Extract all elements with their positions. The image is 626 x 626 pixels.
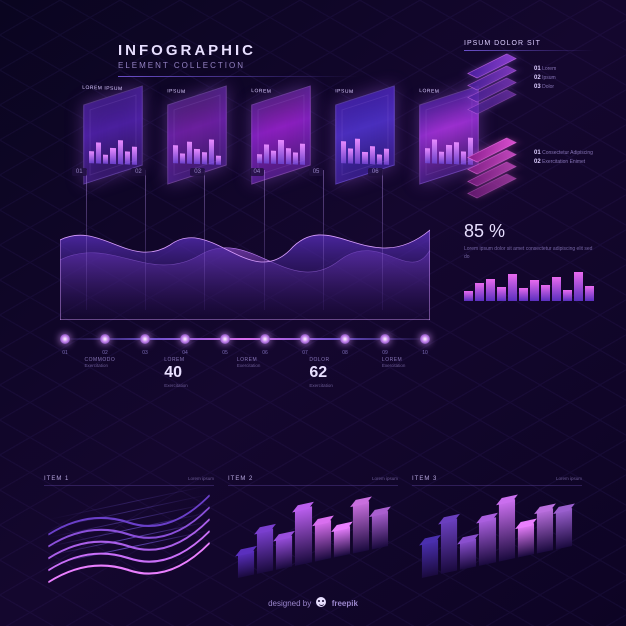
header: INFOGRAPHIC ELEMENT COLLECTION [118,42,358,77]
callout-desc: Exercitation [237,363,261,368]
timeline-labels: 01 02 03 04 05 06 07 08 09 10 [60,350,430,356]
bottom-item-2: ITEM 2Lorem ipsum [228,476,398,562]
layer-stack-1 [464,59,524,123]
timeline-tick: 05 [220,350,230,356]
header-rule [118,76,358,77]
callout: LOREMExercitation [237,357,261,388]
percent-desc: Lorem ipsum dolor sit amet consectetur a… [464,246,594,261]
stack2-legend: 01 Consectetur Adipiscing02 Exercitation… [534,149,593,167]
callout-desc: Exercitation [382,363,406,368]
page-title: INFOGRAPHIC [118,42,358,59]
legend-item: 02 Exercitation Enimet [534,158,593,167]
bottom-row: ITEM 1Lorem ipsumITEM 2Lorem ipsumITEM 3… [44,476,582,562]
timeline-tick: 06 [260,350,270,356]
stem: 06 [382,170,383,310]
timeline-tick: 08 [340,350,350,356]
stem-number: 01 [72,168,87,176]
bottom-chart [48,475,210,579]
page-subtitle: ELEMENT COLLECTION [118,61,358,70]
stem-number: 04 [250,168,265,176]
legend-item: 02 Ipsum [534,74,556,83]
right-rule [464,50,594,51]
timeline-dot [380,334,390,344]
percent-value: 85 % [464,221,594,242]
timeline-tick: 10 [420,350,430,356]
callout: COMMODOExercitation [85,357,116,388]
bottom-item-1: ITEM 1Lorem ipsum [44,476,214,562]
right-column: IPSUM DOLOR SIT 01 Lorem02 Ipsum03 Dolor… [464,40,594,301]
percent-bars [464,269,594,301]
panel-label: IPSUM [167,88,185,95]
stem-number: 03 [190,168,205,176]
stem-number: 06 [368,168,383,176]
callout-desc: Exercitation [309,383,333,388]
stem: 03 [204,170,205,310]
timeline-tick: 02 [100,350,110,356]
callout-label: LOREM [164,357,188,363]
timeline-dot [180,334,190,344]
timeline-dot [100,334,110,344]
stem-number: 05 [309,168,324,176]
legend-item: 03 Dolor [534,83,556,92]
callout-number: 40 [164,364,188,382]
legend-item: 01 Lorem [534,65,556,74]
footer-pre: designed by [268,599,311,608]
timeline-dot [260,334,270,344]
timeline-dot [140,334,150,344]
callout-desc: Exercitation [85,363,116,368]
timeline-tick: 09 [380,350,390,356]
timeline-dots [60,334,430,344]
timeline-dot [220,334,230,344]
panel-stems: 01 02 03 04 05 06 [60,150,430,380]
stem: 02 [145,170,146,310]
legend-item: 01 Consectetur Adipiscing [534,149,593,158]
freepik-icon [316,597,326,607]
panel-label: LOREM [251,88,271,95]
timeline-dot [300,334,310,344]
timeline-tick: 03 [140,350,150,356]
main-area-chart: 010203040506 01020304050607080910 COMMOD… [60,150,430,380]
stack1-legend: 01 Lorem02 Ipsum03 Dolor [534,65,556,92]
callout-numbers: COMMODOExercitationLOREM40ExercitationLO… [60,357,430,388]
right-title: IPSUM DOLOR SIT [464,40,594,47]
panel-label: LOREM [419,88,439,95]
footer-brand: freepik [332,599,358,608]
panel-label: IPSUM [335,88,353,95]
timeline-dot [340,334,350,344]
timeline-dot [60,334,70,344]
stem: 01 [86,170,87,310]
footer-credit: designed by freepik [0,597,626,608]
callout-label: DOLOR [309,357,333,363]
callout: LOREM40Exercitation [164,357,188,388]
timeline-tick: 04 [180,350,190,356]
callout-number: 62 [309,364,333,382]
timeline-tick: 01 [60,350,70,356]
percent-block: 85 % Lorem ipsum dolor sit amet consecte… [464,221,594,301]
callout-desc: Exercitation [164,383,188,388]
timeline-tick: 07 [300,350,310,356]
bottom-item-3: ITEM 3Lorem ipsum [412,476,582,562]
stem: 04 [264,170,265,310]
callout: LOREMExercitation [382,357,406,388]
callout: DOLOR62Exercitation [309,357,333,388]
stem-number: 02 [131,168,146,176]
timeline-dot [420,334,430,344]
layer-stack-2 [464,143,524,207]
stem: 05 [323,170,324,310]
